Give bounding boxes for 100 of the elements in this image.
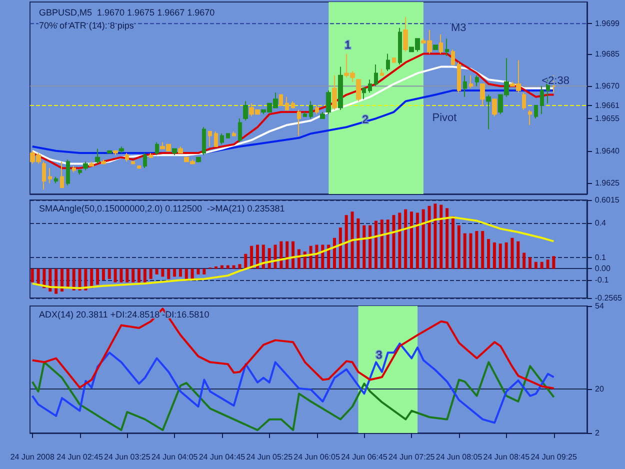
bar <box>510 238 514 269</box>
line-series <box>31 216 555 290</box>
bar <box>244 254 248 269</box>
bar <box>528 257 532 269</box>
candlestick <box>119 146 124 154</box>
bar <box>498 244 502 269</box>
candlestick <box>107 150 112 154</box>
bar <box>315 244 318 269</box>
candlestick <box>320 112 325 119</box>
bar <box>78 268 82 290</box>
bar <box>54 268 58 294</box>
y-tick-label: 0.4 <box>594 218 607 228</box>
candlestick <box>451 48 455 66</box>
y-tick-label: 1.9655 <box>595 114 620 123</box>
bar <box>356 218 360 269</box>
candlestick <box>125 152 129 162</box>
bar <box>522 252 526 269</box>
y-tick-label: 54 <box>595 302 604 310</box>
x-tick-label: 24 Jun 09:25 <box>530 452 578 462</box>
bar <box>102 268 105 280</box>
chart-title: SMAAngle(50,0.15000000,2.0) 0.112500 ->MA(21) 0.235381 <box>39 204 285 214</box>
bar <box>540 262 544 269</box>
bar <box>149 268 152 279</box>
candlestick <box>309 100 313 119</box>
x-tick-label: 24 Jun 07:25 <box>388 452 436 462</box>
bar <box>344 215 348 269</box>
y-tick-label: 1.9661 <box>595 101 620 110</box>
candlestick <box>486 94 491 130</box>
candlestick <box>480 83 485 106</box>
x-tick-label: 24 Jun 06:05 <box>294 452 340 462</box>
bar <box>96 268 100 285</box>
candlestick <box>101 158 106 164</box>
bar <box>380 220 384 269</box>
y-tick-label: 0.6015 <box>594 196 620 204</box>
bar <box>173 268 176 277</box>
candlestick <box>89 161 94 166</box>
y-tick-label: 1.9625 <box>595 178 620 188</box>
candlestick <box>95 148 100 164</box>
bar <box>120 268 123 282</box>
candlestick <box>48 168 52 184</box>
candlestick <box>398 27 402 66</box>
bar <box>184 268 188 279</box>
annotation: Pivot <box>432 112 457 124</box>
candlestick <box>297 109 301 136</box>
candlestick <box>285 96 289 110</box>
bar <box>155 268 158 274</box>
candlestick <box>83 161 88 171</box>
bar <box>534 262 538 269</box>
candlestick <box>374 64 378 87</box>
bar <box>138 268 141 282</box>
y-tick-label: 2 <box>595 428 600 438</box>
candlestick <box>66 158 70 186</box>
bar <box>72 268 76 290</box>
bar <box>516 241 520 269</box>
line-series <box>31 89 555 154</box>
x-tick-label: 24 Jun 08:05 <box>436 452 483 462</box>
bar <box>178 268 182 277</box>
bar <box>475 231 478 269</box>
bar <box>374 220 378 269</box>
bar <box>238 264 242 269</box>
bar <box>60 268 64 292</box>
y-tick-label: 1.9699 <box>595 19 620 28</box>
candlestick <box>403 16 408 52</box>
candlestick <box>172 148 177 156</box>
line-series <box>31 342 555 424</box>
bar <box>280 241 283 269</box>
candlestick <box>469 74 473 89</box>
bar <box>481 231 484 269</box>
bar <box>161 268 164 277</box>
bar <box>190 268 194 279</box>
candlestick <box>155 142 159 156</box>
candlestick <box>60 161 64 188</box>
candlestick <box>137 165 141 169</box>
bar <box>492 242 496 269</box>
bar <box>256 244 259 269</box>
candlestick <box>279 94 283 106</box>
candlestick <box>457 62 461 94</box>
x-tick-label: 24 Jun 03:25 <box>104 452 151 462</box>
bar <box>422 209 425 269</box>
line-series <box>31 361 555 432</box>
bar <box>350 212 354 269</box>
candlestick <box>315 105 319 115</box>
y-tick-label: 1.9685 <box>595 49 620 58</box>
candlestick <box>232 130 236 136</box>
bar <box>546 260 550 269</box>
bar <box>386 220 390 269</box>
candlestick <box>326 90 331 115</box>
candlestick <box>149 152 153 158</box>
candlestick <box>445 38 449 56</box>
x-tick-label: 24 Jun 08:45 <box>483 452 530 462</box>
bar <box>262 244 265 269</box>
candlestick <box>356 79 361 102</box>
x-tick-label: 24 Jun 06:45 <box>341 452 388 462</box>
candlestick <box>380 68 384 76</box>
bar <box>338 228 342 269</box>
candlestick <box>208 130 212 148</box>
bar <box>274 244 277 269</box>
line-series <box>31 308 555 390</box>
y-tick-label: 1.9640 <box>595 146 620 156</box>
y-tick-label: 1.9670 <box>595 82 620 91</box>
